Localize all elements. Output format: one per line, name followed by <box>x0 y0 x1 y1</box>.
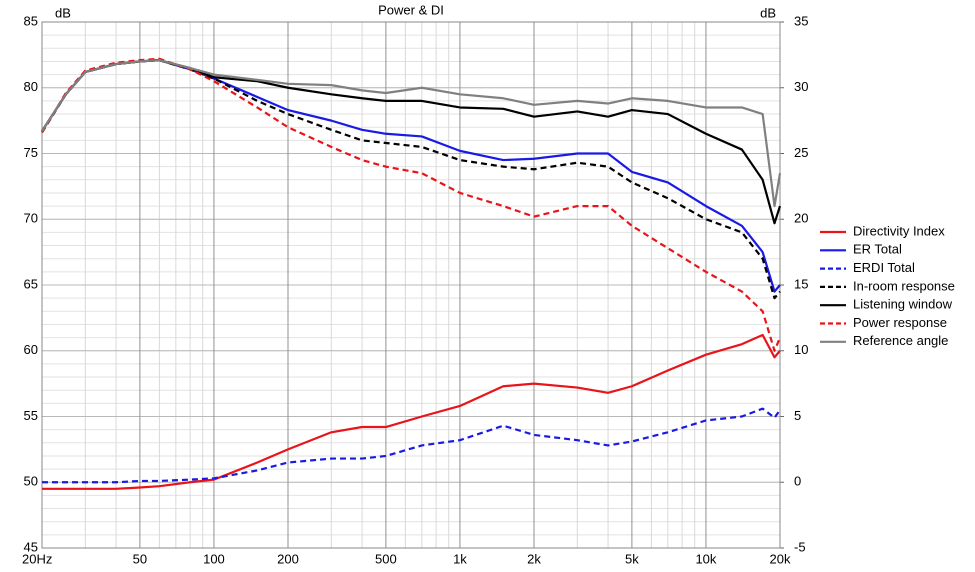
y2-tick-label: 30 <box>794 79 808 94</box>
y-tick-label: 70 <box>24 211 38 226</box>
y2-tick-label: 5 <box>794 408 801 423</box>
y-tick-label: 50 <box>24 474 38 489</box>
y2-tick-label: 10 <box>794 342 808 357</box>
x-tick-label: 5k <box>625 551 639 566</box>
legend-label: Directivity Index <box>853 223 945 238</box>
chart-title: Power & DI <box>378 2 444 17</box>
y-tick-label: 85 <box>24 13 38 28</box>
y2-axis-label: dB <box>760 5 776 20</box>
x-tick-label: 10k <box>695 551 716 566</box>
legend-label: ER Total <box>853 242 902 257</box>
legend-label: ERDI Total <box>853 260 915 275</box>
y-tick-label: 55 <box>24 408 38 423</box>
y2-tick-label: -5 <box>794 539 806 554</box>
legend-label: Power response <box>853 315 947 330</box>
y2-tick-label: 25 <box>794 145 808 160</box>
series-line <box>41 59 782 208</box>
x-tick-label: 50 <box>133 551 147 566</box>
y2-tick-label: 15 <box>794 276 808 291</box>
y-tick-label: 65 <box>24 276 38 291</box>
series-line <box>41 57 782 352</box>
legend-label: Reference angle <box>853 333 948 348</box>
y-tick-label: 45 <box>24 539 38 554</box>
y2-tick-label: 35 <box>794 13 808 28</box>
legend-label: Listening window <box>853 297 953 312</box>
legend-label: In-room response <box>853 278 955 293</box>
x-tick-label: 200 <box>277 551 299 566</box>
series-line <box>42 407 781 484</box>
x-tick-label: 1k <box>453 551 467 566</box>
series-line <box>42 333 781 490</box>
x-tick-label: 2k <box>527 551 541 566</box>
y-axis-label: dB <box>55 5 71 20</box>
y2-tick-label: 0 <box>794 474 801 489</box>
y-tick-label: 75 <box>24 145 38 160</box>
x-tick-label: 500 <box>375 551 397 566</box>
x-tick-label: 100 <box>203 551 225 566</box>
x-tick-label: 20Hz <box>22 551 52 566</box>
y-tick-label: 80 <box>24 79 38 94</box>
y-tick-label: 60 <box>24 342 38 357</box>
x-tick-label: 20k <box>770 551 791 566</box>
y2-tick-label: 20 <box>794 211 808 226</box>
